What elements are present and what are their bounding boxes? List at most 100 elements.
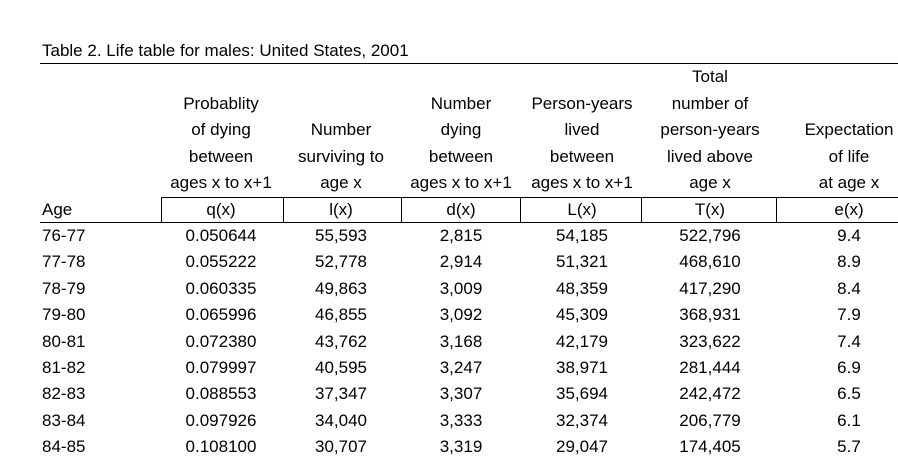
table-cell: 8.9 bbox=[837, 252, 861, 272]
column-symbol: T(x) bbox=[694, 200, 726, 219]
table-cell: 0.088553 bbox=[185, 384, 257, 404]
table-cell: 522,796 bbox=[679, 226, 741, 245]
column-header: Person-years bbox=[531, 93, 633, 113]
column-symbol: L(x) bbox=[567, 200, 597, 219]
column-header: Total bbox=[692, 67, 728, 86]
table-cell: 52,778 bbox=[315, 252, 367, 272]
column-header: number of bbox=[671, 93, 749, 113]
column-header: Number bbox=[310, 120, 372, 139]
table-cell: 9.4 bbox=[837, 226, 861, 245]
table-title: Table 2. Life table for males: United St… bbox=[42, 41, 409, 60]
cell-border bbox=[641, 197, 642, 223]
cell-border bbox=[401, 197, 402, 223]
table-cell: 3,307 bbox=[439, 384, 483, 404]
table-cell: 468,610 bbox=[679, 252, 741, 272]
column-symbol: l(x) bbox=[329, 200, 353, 219]
column-header: Probablity bbox=[183, 93, 259, 113]
cell-border bbox=[776, 197, 777, 223]
table-cell: 51,321 bbox=[556, 252, 608, 272]
table-cell: 417,290 bbox=[679, 278, 741, 298]
table-cell: 323,622 bbox=[679, 331, 741, 351]
column-header: person-years bbox=[660, 120, 760, 139]
table-cell: 40,595 bbox=[315, 358, 367, 377]
table-cell: 49,863 bbox=[315, 278, 367, 298]
column-header: age x bbox=[689, 173, 731, 192]
table-cell: 32,374 bbox=[556, 410, 608, 430]
table-cell: 0.060335 bbox=[185, 278, 257, 298]
cell-border bbox=[520, 197, 521, 223]
table-cell: 30,707 bbox=[315, 437, 367, 457]
table-cell: 0.072380 bbox=[185, 331, 257, 351]
table-cell: 0.108100 bbox=[185, 437, 257, 457]
table-cell: 368,931 bbox=[679, 305, 741, 325]
symbol-rule-top bbox=[161, 197, 898, 198]
title-rule bbox=[40, 63, 898, 64]
column-header: at age x bbox=[818, 173, 880, 192]
table-cell: 29,047 bbox=[556, 437, 608, 457]
table-cell: 174,405 bbox=[679, 437, 741, 457]
table-cell: 46,855 bbox=[315, 305, 367, 325]
table-cell: 6.9 bbox=[837, 358, 861, 377]
column-header: lived above bbox=[666, 146, 754, 166]
table-cell: 3,092 bbox=[439, 305, 483, 325]
table-cell: 3,168 bbox=[439, 331, 483, 351]
table-cell: 54,185 bbox=[556, 226, 608, 245]
table-cell: 6.1 bbox=[837, 410, 861, 430]
column-header: dying bbox=[440, 120, 482, 139]
age-cell: 81-82 bbox=[42, 358, 86, 377]
table-cell: 2,815 bbox=[439, 226, 483, 245]
table-cell: 5.7 bbox=[837, 437, 861, 457]
column-header: of dying bbox=[191, 120, 251, 139]
table-cell: 34,040 bbox=[315, 410, 367, 430]
table-cell: 7.9 bbox=[837, 305, 861, 325]
column-header: Number bbox=[430, 93, 492, 113]
table-cell: 0.055222 bbox=[185, 252, 257, 272]
age-cell: 83-84 bbox=[42, 410, 86, 430]
cell-border bbox=[161, 197, 162, 223]
column-header: surviving to bbox=[298, 146, 384, 166]
column-symbol: q(x) bbox=[206, 200, 236, 219]
age-cell: 82-83 bbox=[42, 384, 86, 404]
age-cell: 84-85 bbox=[42, 437, 86, 457]
table-cell: 7.4 bbox=[837, 331, 861, 351]
table-cell: 45,309 bbox=[556, 305, 608, 325]
table-cell: 3,333 bbox=[439, 410, 483, 430]
table-cell: 0.097926 bbox=[185, 410, 257, 430]
column-header: between bbox=[549, 146, 615, 166]
table-cell: 38,971 bbox=[556, 358, 608, 377]
column-header: ages x to x+1 bbox=[170, 173, 272, 192]
table-cell: 206,779 bbox=[679, 410, 741, 430]
table-cell: 281,444 bbox=[679, 358, 741, 377]
table-cell: 0.079997 bbox=[185, 358, 257, 377]
table-cell: 3,319 bbox=[439, 437, 483, 457]
table-cell: 48,359 bbox=[556, 278, 608, 298]
table-cell: 0.050644 bbox=[185, 226, 257, 245]
table-cell: 42,179 bbox=[556, 331, 608, 351]
table-cell: 43,762 bbox=[315, 331, 367, 351]
table-cell: 3,247 bbox=[439, 358, 483, 377]
column-symbol: d(x) bbox=[446, 200, 476, 219]
age-cell: 79-80 bbox=[42, 305, 86, 325]
age-cell: 78-79 bbox=[42, 278, 86, 298]
column-header: lived bbox=[564, 120, 600, 139]
column-header: Expectation bbox=[804, 120, 894, 139]
age-cell: 77-78 bbox=[42, 252, 86, 272]
table-cell: 35,694 bbox=[556, 384, 608, 404]
table-cell: 37,347 bbox=[315, 384, 367, 404]
column-header: age x bbox=[320, 173, 362, 192]
symbol-rule-bottom bbox=[40, 222, 898, 223]
column-header: between bbox=[428, 146, 494, 166]
column-symbol: e(x) bbox=[834, 200, 864, 219]
age-cell: 80-81 bbox=[42, 331, 86, 351]
table-cell: 8.4 bbox=[837, 278, 861, 298]
table-cell: 3,009 bbox=[439, 278, 483, 298]
table-cell: 242,472 bbox=[679, 384, 741, 404]
page: {"title": "Table 2. Life table for males… bbox=[40, 41, 898, 457]
table-cell: 6.5 bbox=[837, 384, 861, 404]
column-header: between bbox=[188, 146, 254, 166]
age-label: Age bbox=[42, 200, 73, 219]
age-cell: 76-77 bbox=[42, 226, 86, 245]
table-cell: 55,593 bbox=[315, 226, 367, 245]
table-cell: 2,914 bbox=[439, 252, 483, 272]
cell-border bbox=[283, 197, 284, 223]
